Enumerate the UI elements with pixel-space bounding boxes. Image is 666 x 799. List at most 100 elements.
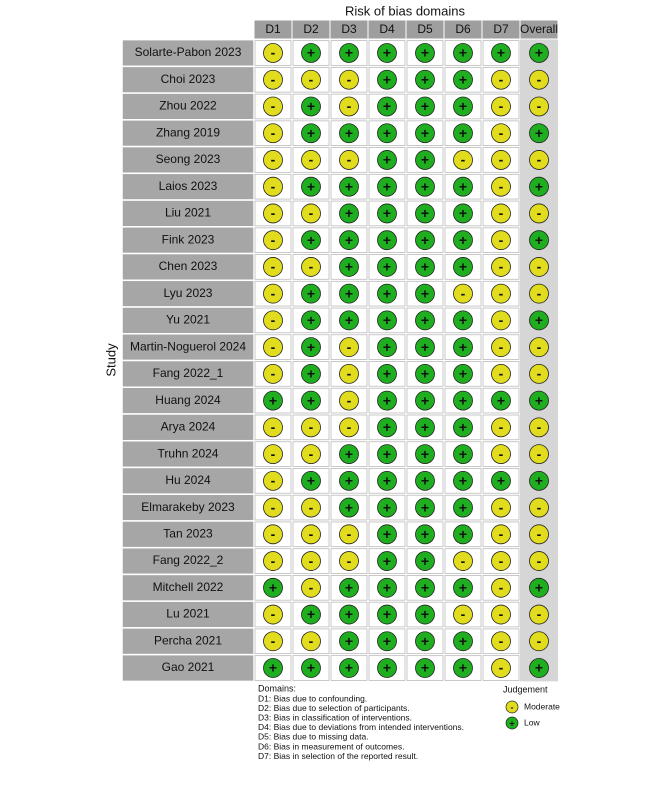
judgement-symbol: + [535,312,543,328]
judgement-symbol: + [345,660,353,676]
judgement-symbol: - [309,499,314,515]
column-header: Overall [520,22,558,36]
judgement-dot [529,337,549,358]
judgement-dot [415,283,435,304]
study-label: Hu 2024 [165,473,211,487]
judgement-symbol: - [271,285,276,301]
judgement-symbol: + [383,473,391,489]
judgement-symbol: - [537,606,542,622]
judgement-symbol: + [459,98,467,114]
judgement-symbol: - [271,339,276,355]
judgement-symbol: - [271,606,276,622]
judgement-symbol: - [271,125,276,141]
judgement-symbol: + [421,446,429,462]
judgement-dot [415,497,435,518]
judgement-symbol: + [459,125,467,141]
judgement-dot [301,470,321,491]
judgement-dot [415,43,435,63]
judgement-dot [339,604,359,625]
judgement-symbol: + [535,178,543,194]
judgement-symbol: - [309,259,314,275]
judgement-symbol: + [459,633,467,649]
judgement-dot [529,417,549,438]
judgement-dot [491,658,511,678]
judgement-dot [415,524,435,545]
judgement-symbol: + [307,45,315,61]
judgement-dot [301,310,321,331]
judgement-symbol: - [347,526,352,542]
judgement-symbol: - [537,285,542,301]
judgement-dot [415,604,435,625]
judgement-dot [453,257,473,277]
judgement-dot [529,551,549,571]
judgement-dot [339,150,359,170]
judgement-dot [301,604,321,625]
judgement-symbol: + [383,232,391,248]
judgement-symbol: + [345,232,353,248]
judgement-symbol: + [307,392,315,408]
judgement-dot [339,363,359,384]
judgement-symbol: + [345,178,353,194]
judgement-symbol: - [499,446,504,462]
judgement-symbol: + [345,45,353,61]
judgement-symbol: - [499,125,504,141]
judgement-dot [415,257,435,277]
judgement-symbol: + [383,660,391,676]
judgement-dot [415,96,435,117]
judgement-dot [415,310,435,331]
judgement-symbol: + [345,205,353,221]
judgement-symbol: + [383,499,391,515]
judgement-dot [263,551,283,571]
judgement-dot [491,470,511,491]
study-label-bg [121,546,255,576]
judgement-symbol: - [347,553,352,569]
judgement-dot [301,43,321,63]
judgement-dot [263,230,283,251]
judgement-dot [263,631,283,652]
judgement-dot [301,337,321,358]
study-label-bg [121,119,255,148]
judgement-dot [529,470,549,491]
judgement-symbol: + [421,339,429,355]
judgement-dot [339,390,359,411]
judgement-dot [453,390,473,411]
study-label: Fang 2022_2 [153,553,224,567]
study-label-bg [121,252,255,282]
judgement-dot [263,310,283,331]
judgement-dot [491,524,511,545]
study-label-bg [121,306,255,335]
judgement-symbol: + [307,606,315,622]
judgement-symbol: + [421,633,429,649]
judgement-symbol: - [537,259,542,275]
judgement-symbol: + [383,339,391,355]
judgement-symbol: + [535,473,543,489]
judgement-symbol: - [271,633,276,649]
judgement-dot [339,337,359,358]
judgement-symbol: - [537,446,542,462]
legend-label: Low [524,717,540,727]
judgement-dot [339,658,359,678]
judgement-symbol: + [345,125,353,141]
judgement-symbol: - [271,446,276,462]
judgement-symbol: + [421,499,429,515]
judgement-symbol: + [421,71,429,87]
judgement-symbol: + [459,45,467,61]
judgement-dot [491,310,511,331]
judgement-symbol: + [345,633,353,649]
study-label: Lyu 2023 [164,286,213,300]
judgement-symbol: + [459,339,467,355]
judgement-dot [301,551,321,571]
judgement-symbol: + [383,419,391,435]
judgement-symbol: + [459,499,467,515]
judgement-dot [415,551,435,571]
judgement-dot [529,444,549,465]
judgement-symbol: + [383,71,391,87]
judgement-symbol: - [499,205,504,221]
judgement-symbol: + [421,366,429,382]
judgement-symbol: - [347,366,352,382]
judgement-dot [377,524,397,545]
study-label-bg [121,573,255,602]
judgement-dot [263,283,283,304]
judgement-symbol: + [307,660,315,676]
judgement-symbol: + [383,446,391,462]
